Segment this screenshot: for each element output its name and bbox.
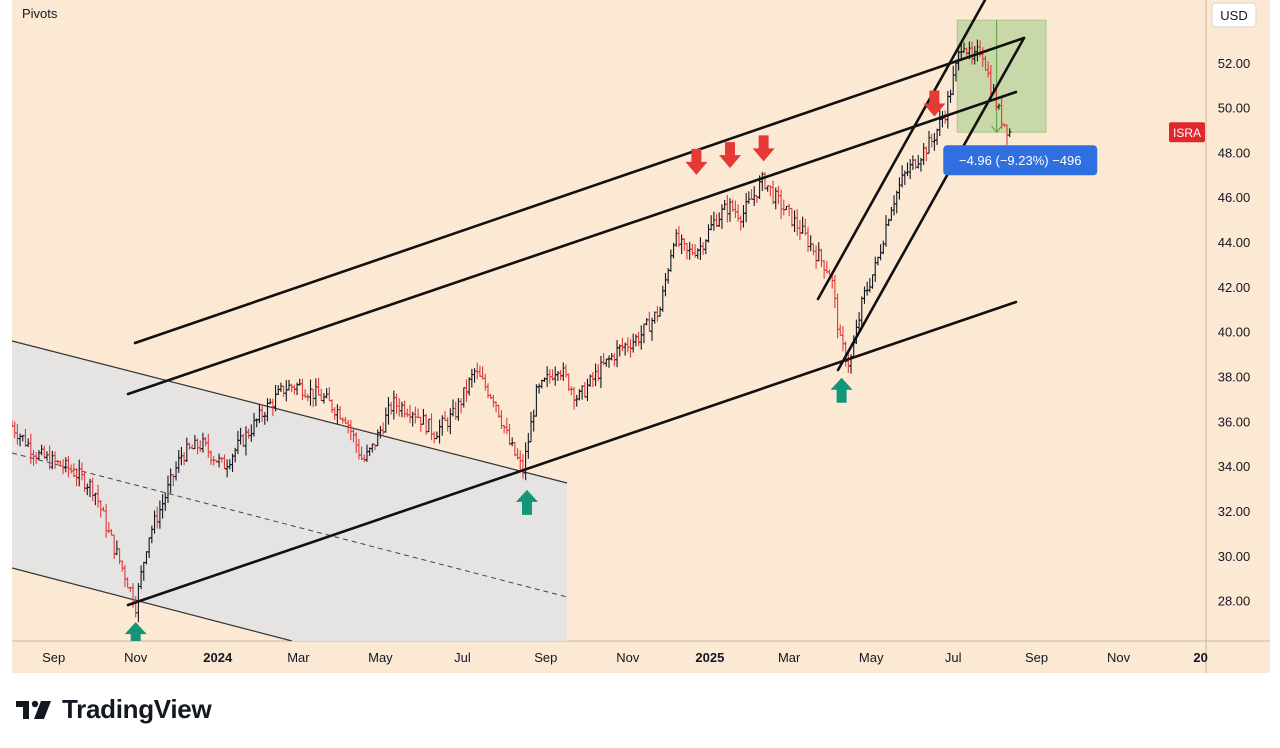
y-tick-label: 48.00 <box>1218 145 1251 160</box>
descending-channel-fill <box>12 341 567 641</box>
y-tick-label: 50.00 <box>1218 101 1251 116</box>
tradingview-logo-icon <box>16 700 51 719</box>
indicator-label: Pivots <box>22 6 58 21</box>
x-tick-label: 2024 <box>203 650 233 665</box>
down-arrow-icon <box>752 135 775 162</box>
x-tick-label: Mar <box>778 650 801 665</box>
down-arrow-icon <box>685 148 708 175</box>
descending-channel-upper <box>12 340 568 484</box>
x-tick-label: Nov <box>124 650 148 665</box>
price-axis-area <box>1206 0 1270 641</box>
ticker-badge <box>1169 122 1205 143</box>
descending-channel-median <box>12 452 568 598</box>
y-tick-label: 40.00 <box>1218 325 1251 340</box>
descending-channel-lower <box>12 567 293 641</box>
steep-channel-upper <box>816 0 987 301</box>
upper-channel-line <box>133 36 1026 345</box>
y-tick-label: 32.00 <box>1218 504 1251 519</box>
middle-channel-line <box>126 90 1018 396</box>
tradingview-brand: TradingView <box>16 694 212 725</box>
x-tick-label: May <box>859 650 884 665</box>
x-tick-label: Nov <box>1107 650 1131 665</box>
time-axis-area <box>12 641 1270 673</box>
lower-trendline <box>126 300 1018 607</box>
x-tick-label: Sep <box>534 650 557 665</box>
down-arrow-icon <box>923 90 946 117</box>
ticker-label: ISRA <box>1173 126 1201 140</box>
y-tick-label: 30.00 <box>1218 549 1251 564</box>
up-arrow-icon <box>515 489 538 515</box>
plot-layer <box>12 0 1047 641</box>
currency-box <box>1211 2 1257 28</box>
y-tick-label: 28.00 <box>1218 594 1251 609</box>
x-tick-label: Sep <box>42 650 65 665</box>
x-tick-label: 20 <box>1193 650 1207 665</box>
chart-svg[interactable]: −4.96 (−9.23%) −496 Pivots 28.00 30.00 32.00… <box>0 0 1280 675</box>
down-arrow-icon <box>719 142 742 169</box>
currency-label: USD <box>1220 8 1247 23</box>
y-tick-label: 34.00 <box>1218 459 1251 474</box>
price-bars <box>12 39 1012 623</box>
up-arrow-icon <box>124 622 147 641</box>
steep-channel-lower <box>836 36 1026 372</box>
up-arrow-icon <box>830 377 853 403</box>
measure-label-text: −4.96 (−9.23%) −496 <box>959 153 1082 168</box>
y-tick-label: 52.00 <box>1218 56 1251 71</box>
x-tick-label: Mar <box>287 650 310 665</box>
x-tick-label: Nov <box>616 650 640 665</box>
y-tick-label: 38.00 <box>1218 370 1251 385</box>
brand-name: TradingView <box>62 694 212 724</box>
y-tick-label: 46.00 <box>1218 190 1251 205</box>
y-tick-label: 44.00 <box>1218 235 1251 250</box>
y-tick-label: 36.00 <box>1218 414 1251 429</box>
x-tick-label: May <box>368 650 393 665</box>
measure-box-arrowhead <box>991 125 1003 134</box>
price-chart[interactable]: −4.96 (−9.23%) −496 Pivots 28.00 30.00 32.00… <box>0 0 1280 675</box>
x-tick-label: 2025 <box>695 650 724 665</box>
x-tick-label: Jul <box>454 650 471 665</box>
y-tick-label: 42.00 <box>1218 280 1251 295</box>
ohlc-bar <box>1007 128 1012 138</box>
measure-label-badge <box>943 145 1098 176</box>
x-tick-label: Jul <box>945 650 962 665</box>
x-tick-label: Sep <box>1025 650 1048 665</box>
